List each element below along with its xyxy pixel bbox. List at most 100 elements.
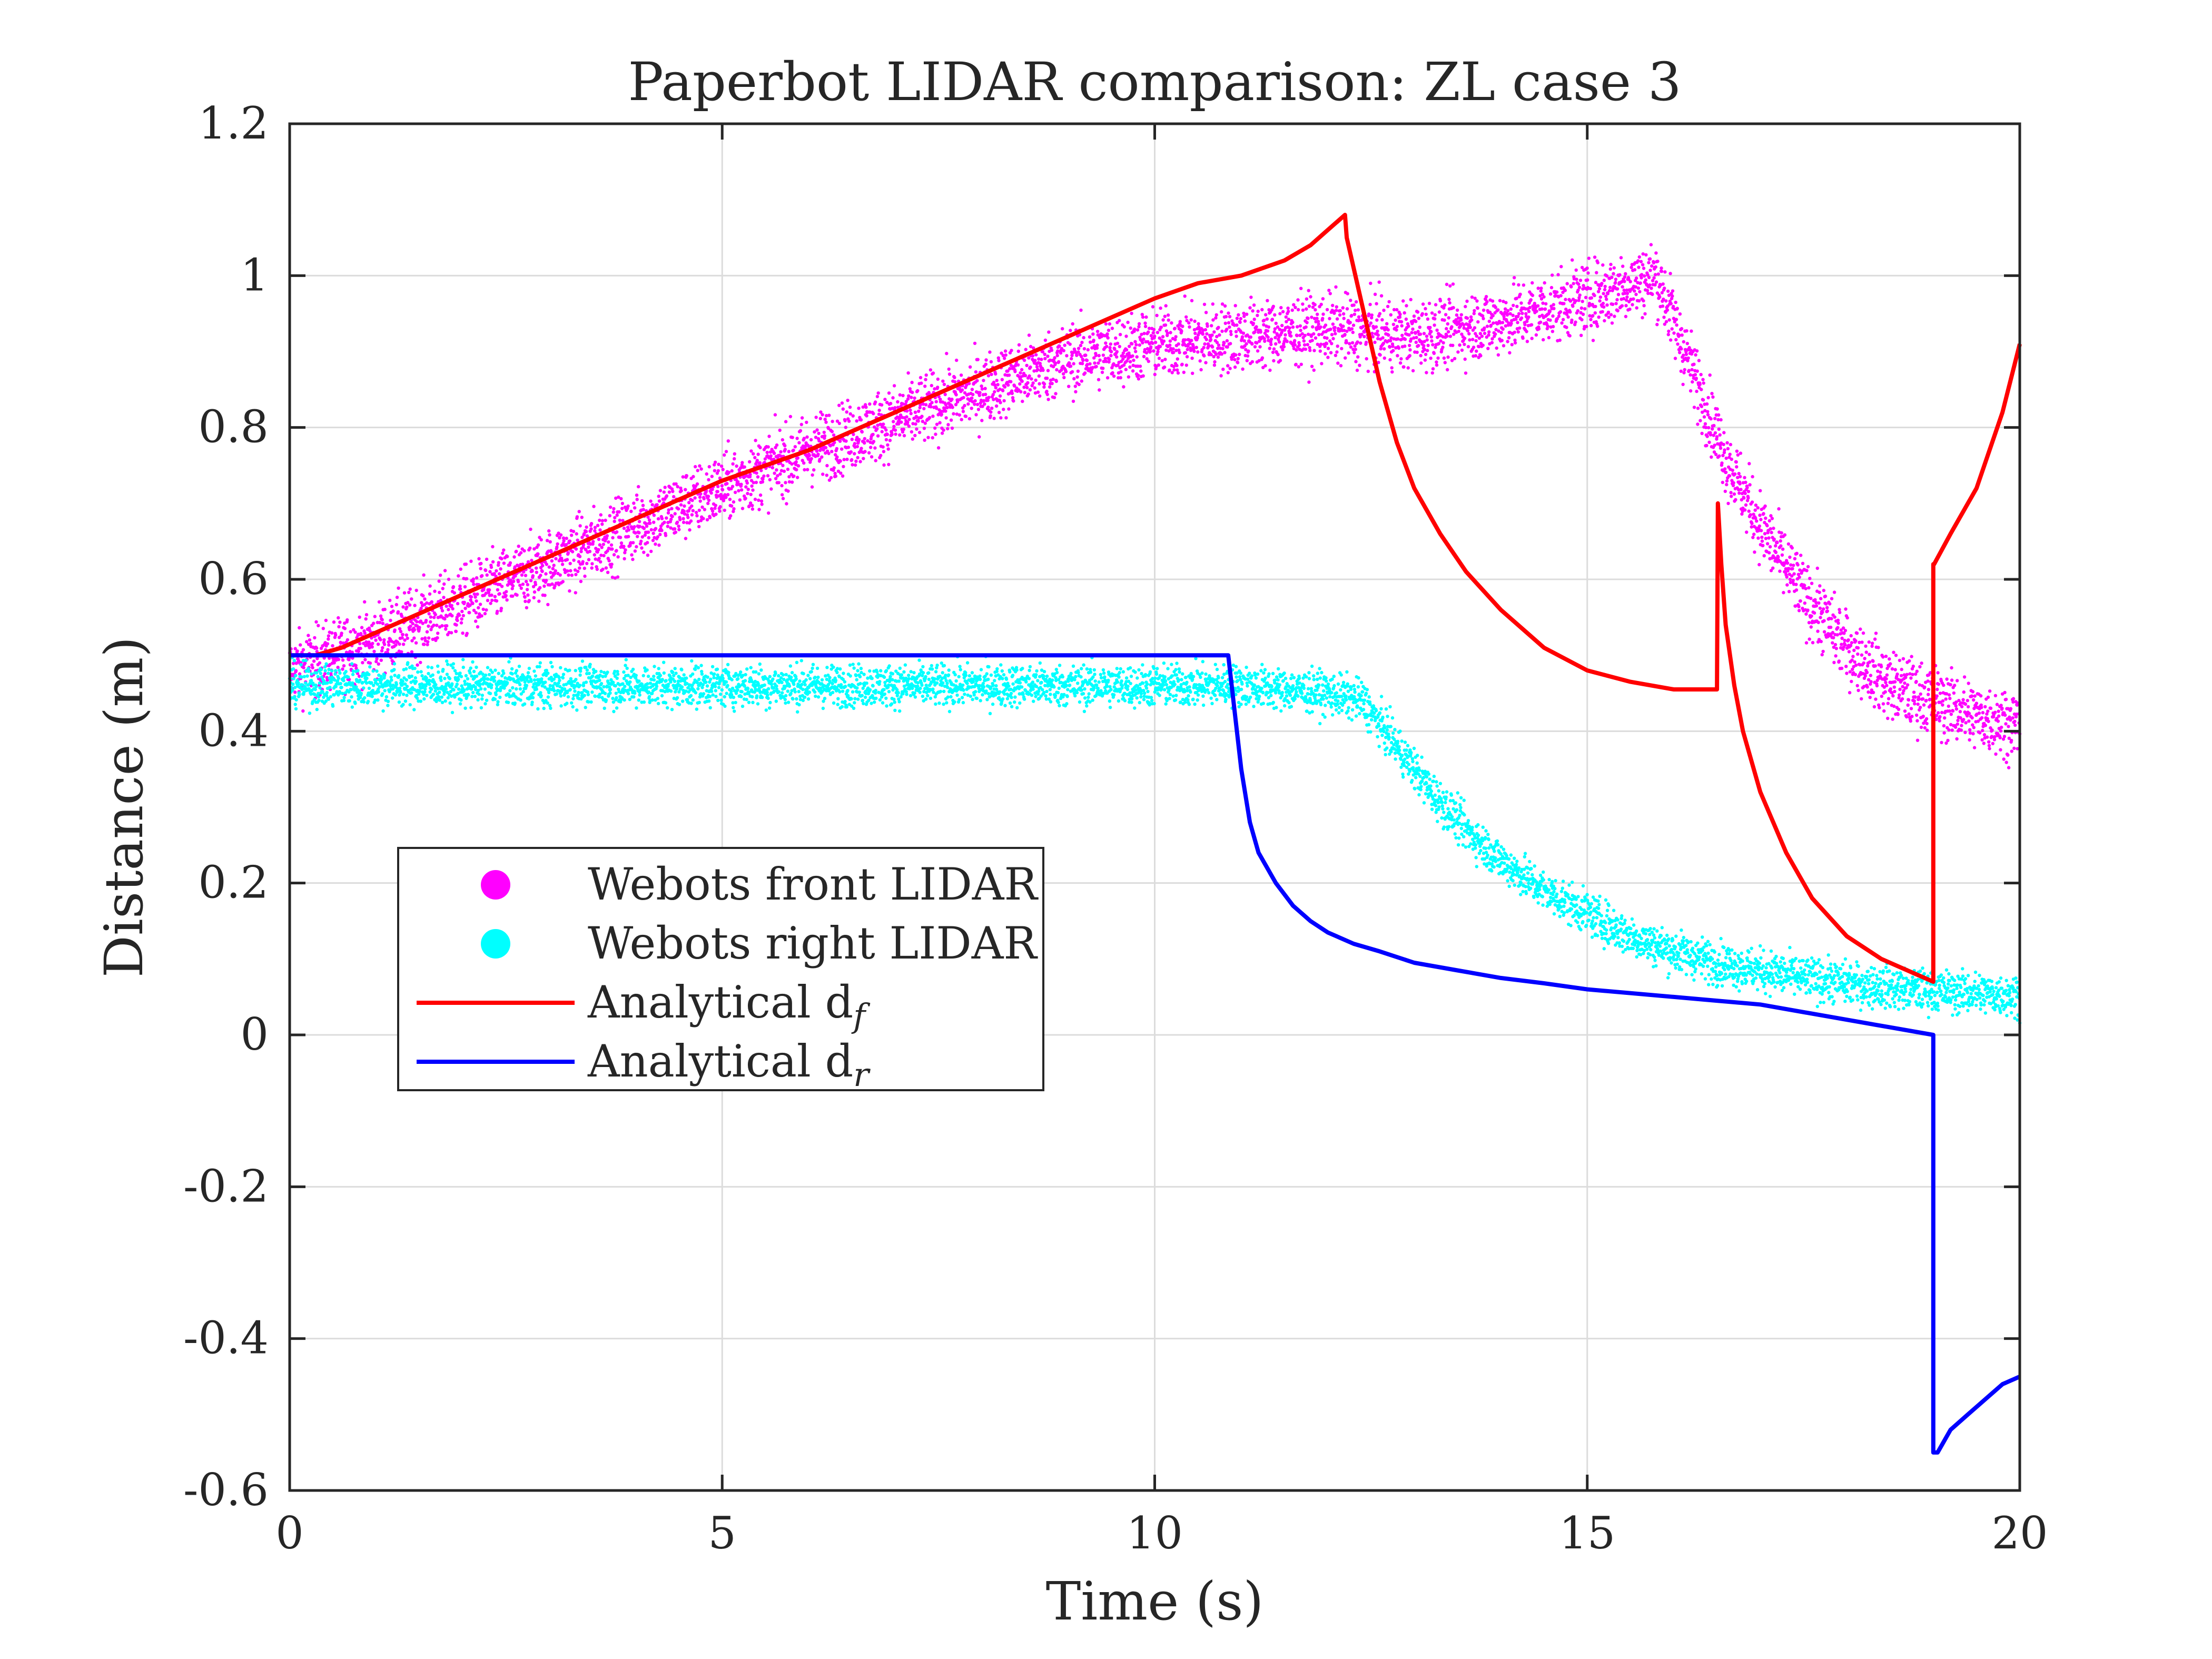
scatter-point xyxy=(1463,342,1466,347)
scatter-point xyxy=(1438,299,1443,303)
scatter-point xyxy=(1593,311,1597,315)
scatter-point xyxy=(595,567,599,571)
scatter-point xyxy=(593,526,597,529)
scatter-point xyxy=(1242,339,1246,343)
scatter-point xyxy=(575,532,578,536)
scatter-point xyxy=(550,582,554,586)
scatter-point xyxy=(960,418,963,421)
scatter-point xyxy=(752,452,755,456)
scatter-point xyxy=(986,399,990,402)
scatter-point xyxy=(1153,372,1157,377)
scatter-point xyxy=(1201,332,1204,336)
scatter-point xyxy=(917,430,922,434)
scatter-point xyxy=(321,627,325,630)
scatter-point xyxy=(499,607,503,610)
scatter-point xyxy=(1694,353,1697,357)
scatter-point xyxy=(1144,315,1148,319)
scatter-point xyxy=(844,426,848,429)
scatter-point xyxy=(505,590,508,594)
scatter-point xyxy=(1456,308,1459,312)
scatter-point xyxy=(779,450,783,454)
scatter-point xyxy=(1217,325,1220,329)
scatter-point xyxy=(566,569,569,573)
scatter-point xyxy=(360,626,364,629)
scatter-point xyxy=(1810,614,1813,618)
scatter-point xyxy=(1168,343,1172,347)
scatter-point xyxy=(841,474,845,478)
scatter-point xyxy=(475,576,479,580)
scatter-point xyxy=(1058,344,1061,348)
scatter-point xyxy=(352,628,355,632)
scatter-point xyxy=(1935,694,1939,698)
scatter-point xyxy=(819,410,823,414)
scatter-point xyxy=(1588,287,1593,291)
scatter-point xyxy=(986,374,991,378)
scatter-point xyxy=(1623,280,1626,283)
scatter-point xyxy=(495,599,499,603)
scatter-point xyxy=(570,550,575,554)
scatter-point xyxy=(1024,348,1028,351)
scatter-point xyxy=(1306,343,1309,347)
scatter-point xyxy=(1164,304,1168,308)
scatter-point xyxy=(865,414,868,418)
scatter-point xyxy=(476,625,480,629)
scatter-point xyxy=(362,641,366,645)
scatter-point xyxy=(611,536,615,540)
scatter-point xyxy=(554,569,558,573)
scatter-point xyxy=(1312,349,1316,352)
scatter-point xyxy=(1707,440,1711,444)
scatter-point xyxy=(962,396,965,400)
scatter-point xyxy=(1669,338,1673,342)
scatter-point xyxy=(914,422,917,426)
scatter-point xyxy=(739,482,743,486)
scatter-point xyxy=(848,412,852,416)
scatter-point xyxy=(1210,333,1214,337)
scatter-point xyxy=(1319,325,1322,329)
scatter-point xyxy=(1804,612,1808,616)
scatter-point xyxy=(984,392,987,397)
scatter-point xyxy=(1697,359,1701,362)
scatter-point xyxy=(1940,740,1943,745)
scatter-point xyxy=(671,489,675,493)
scatter-point xyxy=(775,468,778,472)
scatter-point xyxy=(1652,261,1656,265)
scatter-point xyxy=(699,467,703,471)
scatter-point xyxy=(599,513,603,517)
scatter-point xyxy=(733,457,736,461)
scatter-point xyxy=(1339,364,1343,368)
scatter-point xyxy=(694,510,698,515)
scatter-point xyxy=(561,536,566,540)
scatter-point xyxy=(497,563,500,567)
scatter-point xyxy=(795,468,798,472)
scatter-point xyxy=(472,582,476,586)
scatter-point xyxy=(824,420,828,424)
scatter-point xyxy=(1176,368,1179,372)
scatter-point xyxy=(1863,657,1867,660)
scatter-point xyxy=(374,659,378,664)
scatter-point xyxy=(564,543,568,547)
scatter-point xyxy=(1266,329,1270,333)
scatter-point xyxy=(309,642,312,646)
scatter-point xyxy=(515,549,518,554)
scatter-point xyxy=(1506,340,1509,343)
scatter-point xyxy=(1529,298,1533,302)
scatter-point xyxy=(394,603,398,607)
scatter-point xyxy=(1245,312,1249,316)
scatter-point xyxy=(1637,299,1641,303)
scatter-point xyxy=(898,393,902,397)
scatter-point xyxy=(1822,619,1826,623)
scatter-point xyxy=(1707,426,1711,430)
scatter-point xyxy=(455,623,458,627)
scatter-point xyxy=(1691,380,1694,384)
scatter-point xyxy=(397,586,400,590)
scatter-point xyxy=(1856,688,1860,693)
scatter-point xyxy=(1330,342,1334,345)
scatter-point xyxy=(1822,607,1825,611)
scatter-point xyxy=(1042,382,1046,386)
scatter-point xyxy=(314,620,318,624)
scatter-point xyxy=(1566,315,1570,319)
scatter-point xyxy=(1852,648,1856,653)
scatter-point xyxy=(759,469,763,472)
scatter-point xyxy=(1523,323,1527,327)
scatter-point xyxy=(1913,702,1917,706)
